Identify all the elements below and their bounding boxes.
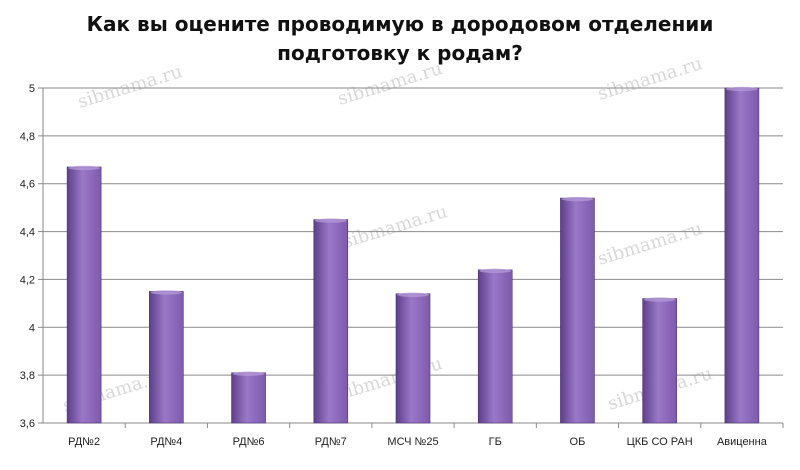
x-axis-labels: РД№2 РД№4 РД№6 РД№7 МСЧ №25 ГБ ОБ ЦКБ СО РАН Ави… bbox=[68, 436, 768, 448]
watermark-text: sibmama.ru bbox=[595, 53, 704, 105]
watermark-text: sibmama.ru bbox=[75, 61, 184, 113]
bar bbox=[149, 291, 184, 424]
chart-title: Как вы оцените проводимую в дородовом от… bbox=[0, 10, 800, 68]
bar-top-highlight bbox=[232, 371, 265, 376]
y-tick-label: 4,2 bbox=[20, 274, 35, 286]
bar-top-highlight bbox=[561, 196, 594, 202]
chart-title-line-2: подготовку к родам? bbox=[277, 41, 523, 65]
x-tick-label: ГБ bbox=[489, 436, 502, 448]
x-tick-label: МСЧ №25 bbox=[387, 436, 438, 448]
x-tick-label: РД№7 bbox=[315, 436, 347, 448]
bar bbox=[231, 372, 266, 424]
bar-top-highlight bbox=[397, 292, 429, 297]
x-tick-label: РД№2 bbox=[68, 436, 100, 448]
bar bbox=[560, 197, 595, 424]
y-axis-ticks: 3,6 3,8 4 4,2 4,4 4,6 4,8 5 bbox=[20, 83, 35, 430]
y-tick-label: 4,8 bbox=[20, 131, 35, 143]
bar bbox=[395, 293, 431, 424]
y-tick-label: 3,8 bbox=[20, 370, 35, 382]
bar bbox=[642, 298, 677, 424]
x-tick-label: РД№4 bbox=[150, 436, 182, 448]
bar-top-highlight bbox=[725, 86, 758, 92]
bar bbox=[313, 219, 349, 424]
bar bbox=[477, 269, 513, 424]
y-tick-label: 4 bbox=[29, 322, 35, 334]
x-tick-label: Авиценна bbox=[717, 436, 768, 448]
bar bbox=[66, 166, 102, 424]
x-tick-label: ОБ bbox=[570, 436, 586, 448]
bar bbox=[724, 87, 760, 424]
bar-top-highlight bbox=[150, 290, 183, 295]
bars bbox=[66, 86, 760, 424]
chart-title-line-1: Как вы оцените проводимую в дородовом от… bbox=[86, 12, 714, 36]
bar-top-highlight bbox=[643, 297, 676, 302]
y-tick-label: 5 bbox=[29, 83, 35, 95]
y-tick-label: 4,4 bbox=[20, 227, 35, 239]
bar-top-highlight bbox=[479, 268, 512, 274]
x-tick-label: РД№6 bbox=[233, 436, 265, 448]
y-tick-label: 4,6 bbox=[20, 179, 35, 191]
x-tick-label: ЦКБ СО РАН bbox=[627, 436, 693, 448]
watermark-text: sibmama.ru bbox=[335, 58, 444, 110]
bar-top-highlight bbox=[68, 165, 101, 171]
bar-top-highlight bbox=[314, 218, 347, 223]
y-tick-label: 3,6 bbox=[20, 418, 35, 430]
watermark-text: sibmama.ru bbox=[595, 218, 704, 270]
watermark-text: sibmama.ru bbox=[340, 201, 449, 253]
